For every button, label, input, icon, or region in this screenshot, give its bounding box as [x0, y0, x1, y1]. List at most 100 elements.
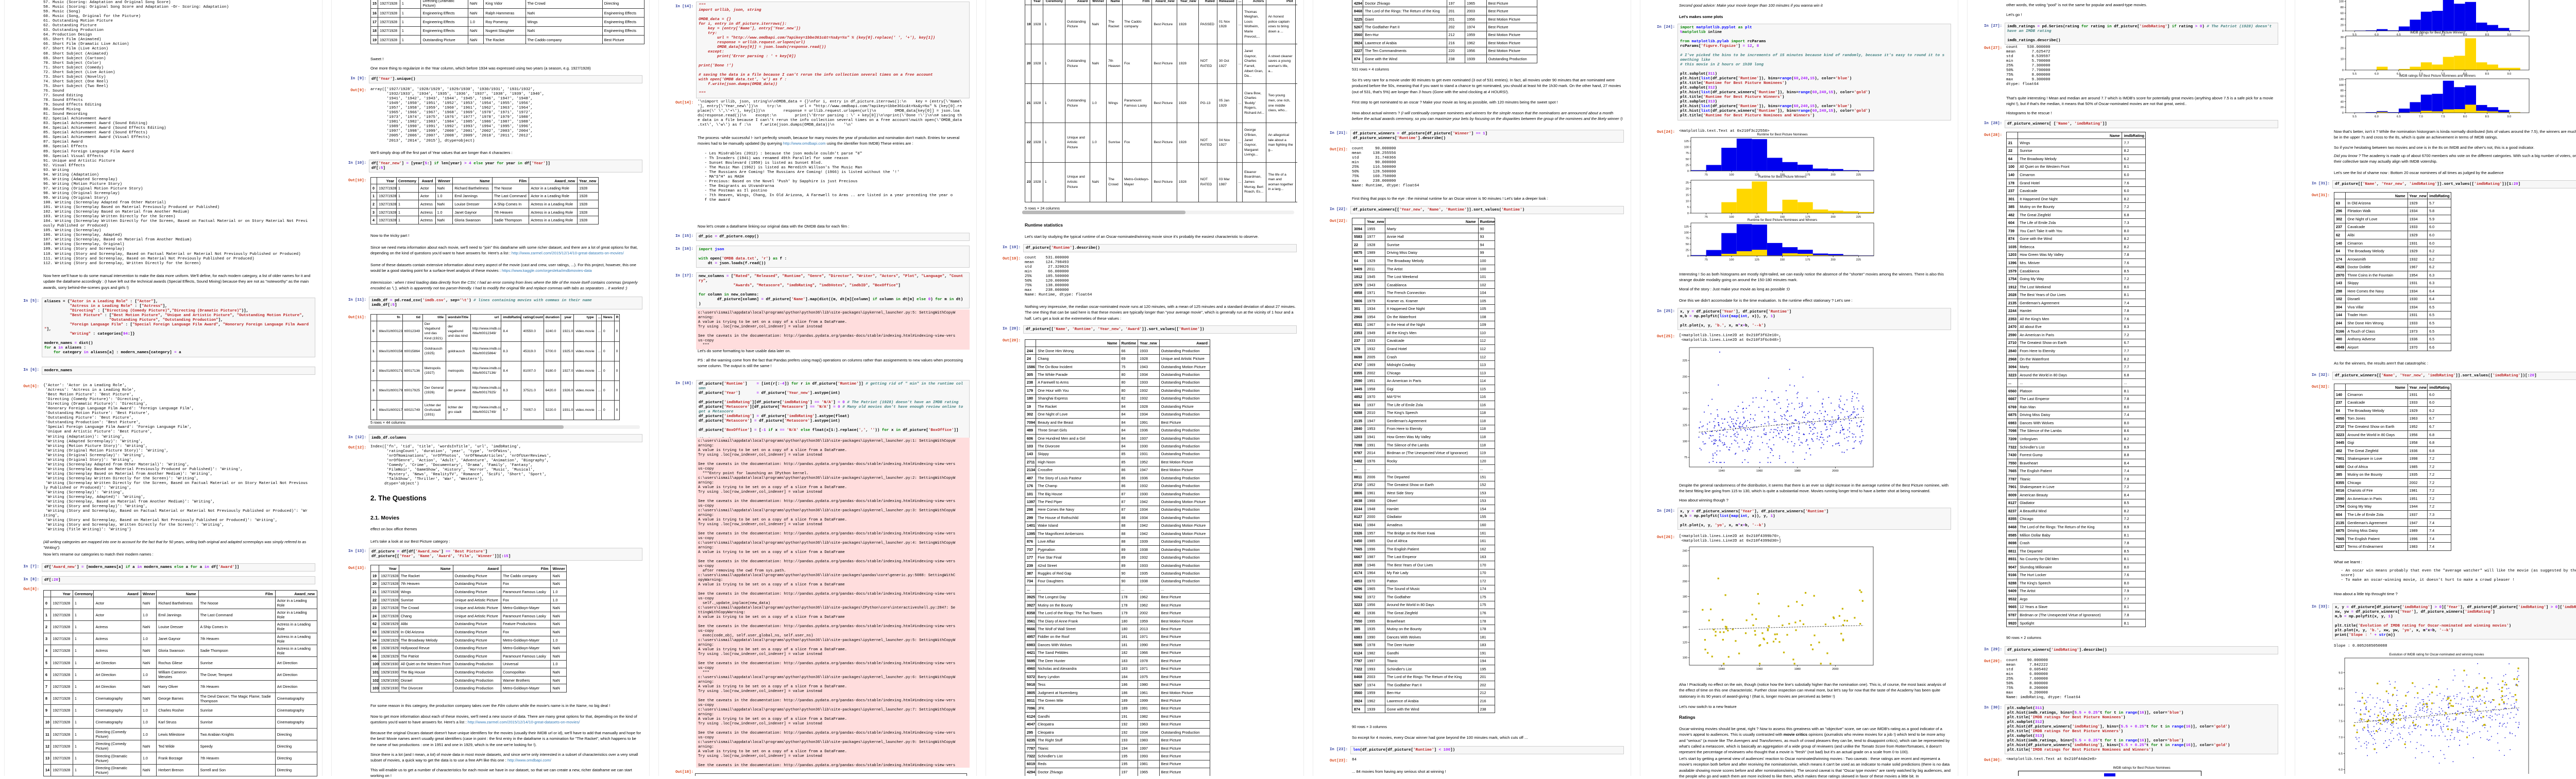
svg-text:7.5: 7.5: [2441, 33, 2445, 37]
svg-text:80: 80: [2341, 6, 2344, 9]
svg-text:2000: 2000: [1832, 470, 1838, 473]
svg-text:100: 100: [1683, 656, 1687, 660]
svg-text:200: 200: [1683, 580, 1687, 583]
svg-text:1980: 1980: [1794, 470, 1801, 473]
svg-text:7.0: 7.0: [2419, 115, 2423, 118]
svg-text:0: 0: [1687, 170, 1689, 173]
svg-text:0: 0: [1687, 212, 1689, 215]
svg-text:75: 75: [1686, 237, 1689, 240]
svg-text:175: 175: [1805, 216, 1810, 219]
svg-text:100: 100: [1684, 146, 1689, 149]
svg-text:8.0: 8.0: [2463, 33, 2467, 37]
svg-text:1940: 1940: [1718, 668, 1724, 671]
svg-text:150: 150: [1780, 174, 1785, 177]
svg-text:5.5: 5.5: [2352, 73, 2357, 76]
svg-text:6.0: 6.0: [2375, 73, 2379, 76]
svg-text:200: 200: [1831, 258, 1835, 262]
svg-text:20: 20: [1686, 188, 1689, 191]
svg-text:9.0: 9.0: [2507, 33, 2512, 37]
svg-text:125: 125: [1684, 226, 1689, 229]
svg-text:200: 200: [1683, 375, 1687, 378]
svg-text:120: 120: [2339, 78, 2344, 81]
svg-text:0: 0: [2342, 112, 2344, 115]
svg-text:150: 150: [1780, 216, 1785, 219]
svg-text:7.0: 7.0: [2419, 33, 2423, 37]
svg-text:75: 75: [1704, 258, 1707, 262]
svg-text:8.0: 8.0: [2338, 704, 2343, 707]
svg-text:225: 225: [1683, 359, 1687, 362]
svg-text:6.0: 6.0: [2375, 33, 2379, 37]
svg-text:160: 160: [1683, 611, 1687, 614]
svg-text:175: 175: [1805, 174, 1810, 177]
svg-text:20: 20: [2341, 106, 2344, 109]
svg-text:8.5: 8.5: [2338, 688, 2343, 691]
svg-text:9.0: 9.0: [2338, 671, 2343, 674]
svg-text:125: 125: [1755, 258, 1759, 262]
svg-text:5.5: 5.5: [2352, 115, 2357, 118]
svg-text:0: 0: [2342, 69, 2344, 72]
svg-text:7.5: 7.5: [2441, 73, 2445, 76]
svg-text:120: 120: [1683, 642, 1687, 645]
svg-text:9.0: 9.0: [2507, 115, 2512, 118]
svg-text:225: 225: [1856, 258, 1861, 262]
svg-text:140: 140: [1683, 626, 1687, 629]
svg-text:25: 25: [1686, 249, 1689, 252]
svg-text:125: 125: [1755, 216, 1759, 219]
svg-text:200: 200: [1831, 174, 1835, 177]
svg-text:100: 100: [2339, 84, 2344, 87]
svg-text:125: 125: [1755, 174, 1759, 177]
svg-text:125: 125: [1683, 424, 1687, 427]
svg-text:125: 125: [1684, 140, 1689, 143]
svg-text:1940: 1940: [1718, 470, 1724, 473]
svg-text:40: 40: [2341, 18, 2344, 21]
svg-text:5: 5: [1687, 206, 1689, 209]
svg-text:1960: 1960: [1756, 668, 1762, 671]
svg-text:7.0: 7.0: [2419, 73, 2423, 76]
svg-text:225: 225: [1856, 174, 1861, 177]
svg-text:100: 100: [2339, 1, 2344, 4]
svg-text:7.5: 7.5: [2441, 115, 2445, 118]
svg-text:6.0: 6.0: [2338, 769, 2343, 772]
svg-text:0: 0: [1687, 255, 1689, 258]
svg-text:25: 25: [1686, 164, 1689, 167]
svg-text:6.5: 6.5: [2397, 33, 2401, 37]
svg-text:8.5: 8.5: [2485, 73, 2489, 76]
svg-text:225: 225: [1856, 216, 1861, 219]
svg-text:6.5: 6.5: [2397, 115, 2401, 118]
svg-text:100: 100: [1729, 258, 1734, 262]
svg-text:75: 75: [1684, 456, 1687, 459]
svg-text:60: 60: [2341, 12, 2344, 15]
svg-text:5.5: 5.5: [2352, 33, 2357, 37]
svg-text:8.0: 8.0: [2463, 115, 2467, 118]
svg-text:220: 220: [1683, 565, 1687, 568]
svg-text:7.0: 7.0: [2338, 736, 2343, 739]
svg-text:8.0: 8.0: [2463, 73, 2467, 76]
svg-text:50: 50: [1686, 158, 1689, 161]
svg-text:15: 15: [1686, 194, 1689, 197]
svg-text:1960: 1960: [1756, 470, 1762, 473]
svg-text:100: 100: [1729, 216, 1734, 219]
svg-text:10: 10: [2341, 58, 2344, 61]
svg-text:240: 240: [1683, 549, 1687, 552]
svg-text:0: 0: [2342, 30, 2344, 33]
svg-text:8.5: 8.5: [2485, 33, 2489, 37]
svg-text:50: 50: [1686, 243, 1689, 246]
svg-text:75: 75: [1704, 216, 1707, 219]
svg-text:7.5: 7.5: [2338, 720, 2343, 723]
svg-text:100: 100: [1683, 440, 1687, 443]
svg-text:100: 100: [1729, 174, 1734, 177]
svg-text:30: 30: [2341, 36, 2344, 39]
svg-text:10: 10: [1686, 200, 1689, 203]
svg-text:60: 60: [2341, 95, 2344, 98]
svg-text:20: 20: [2341, 47, 2344, 50]
svg-text:8.5: 8.5: [2485, 115, 2489, 118]
svg-text:9.0: 9.0: [2507, 73, 2512, 76]
svg-text:75: 75: [1686, 152, 1689, 155]
svg-text:80: 80: [2341, 90, 2344, 93]
svg-text:6.5: 6.5: [2397, 73, 2401, 76]
svg-text:150: 150: [1780, 258, 1785, 262]
svg-text:6.5: 6.5: [2338, 752, 2343, 755]
svg-text:25: 25: [1686, 182, 1689, 185]
svg-text:175: 175: [1805, 258, 1810, 262]
svg-text:150: 150: [1683, 408, 1687, 411]
